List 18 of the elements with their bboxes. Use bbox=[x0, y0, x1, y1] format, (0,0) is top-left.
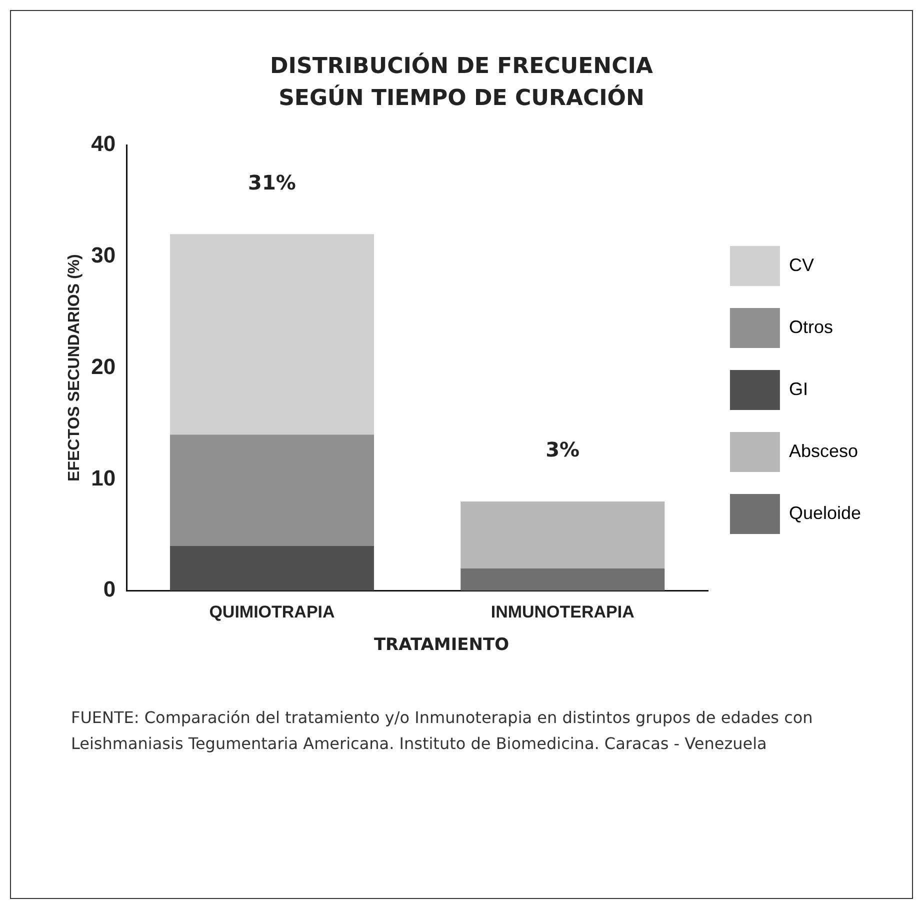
y-tick-label: 20 bbox=[91, 354, 116, 379]
legend-label: GI bbox=[788, 378, 808, 399]
x-tick-label: INMUNOTERAPIA bbox=[490, 602, 634, 622]
y-tick-label: 10 bbox=[91, 465, 116, 490]
annotation: 3% bbox=[546, 438, 580, 462]
legend-label: Queloide bbox=[788, 502, 862, 523]
annotation: 31% bbox=[248, 170, 296, 194]
legend-label: Absceso bbox=[788, 440, 858, 461]
y-tick-label: 40 bbox=[91, 131, 116, 156]
y-axis-title: EFECTOS SECUNDARIOS (%) bbox=[66, 254, 84, 482]
legend-label: CV bbox=[788, 254, 814, 275]
y-tick-label: 30 bbox=[91, 242, 116, 268]
x-axis-title: TRATAMIENTO bbox=[372, 635, 510, 655]
source-note: FUENTE: Comparación del tratamiento y/o Inmunoterapia en distintos grupos de edades con Leishmaniasis Tegumentaria Americana. Instituto de Biomedicina. Caracas - Venezuela bbox=[71, 707, 814, 755]
x-tick-label: QUIMIOTRAPIA bbox=[209, 602, 335, 622]
legend-label: Otros bbox=[788, 316, 833, 337]
chart-title: DISTRIBUCIÓN DE FRECUENCIA SEGÚN TIEMPO DE CURACIÓN bbox=[269, 52, 654, 113]
y-tick-label: 0 bbox=[103, 576, 116, 602]
